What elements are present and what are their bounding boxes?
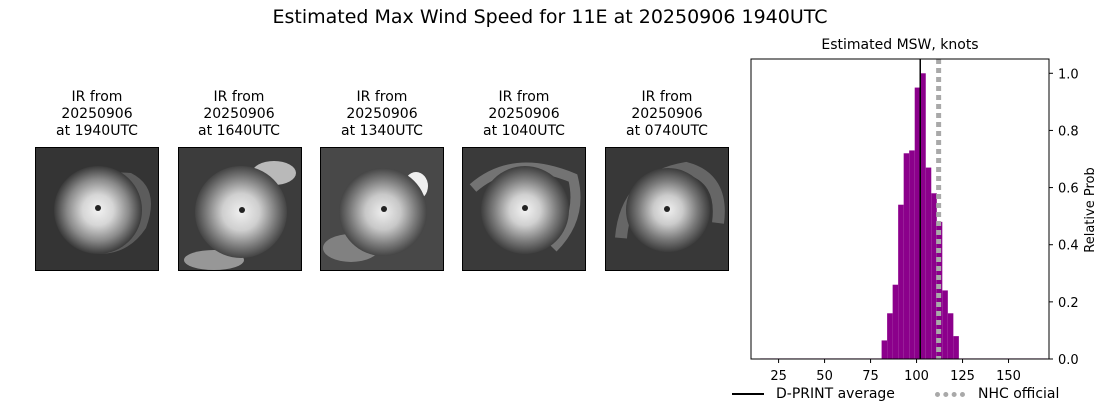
histogram-bar [881,340,888,359]
nhc-legend-label: NHC official [978,386,1060,402]
ir-title-date: 20250906 [346,106,418,122]
histogram-bar [892,284,899,359]
y-tick-label: 0.4 [1058,239,1079,254]
y-tick-label: 0.6 [1058,182,1079,197]
ir-title-time: at 1340UTC [341,123,423,139]
plot-frame [750,58,1050,360]
x-tick-label: 150 [996,369,1021,384]
page-title: Estimated Max Wind Speed for 11E at 2025… [272,6,828,28]
ir-title-line: IR from [213,89,265,105]
histogram-bar [898,204,904,359]
x-tick-label: 125 [950,369,975,384]
ir-title-line: IR from [71,89,123,105]
histogram-bar [936,221,943,359]
x-tick-label: 25 [770,369,787,384]
ir-title-time: at 1640UTC [198,123,280,139]
x-tick-label: 75 [862,369,879,384]
ir-title-line: IR from [498,89,550,105]
y-tick-label: 0.0 [1058,353,1079,368]
ir-title-date: 20250906 [488,106,560,122]
legend-dprint: D-PRINT average [732,386,895,402]
histogram-bar [953,336,959,359]
histogram-bar [909,150,915,359]
y-tick-label: 1.0 [1058,67,1079,82]
histogram-bar [925,167,932,359]
ir-panel-title: IR from 20250906 at 1640UTC [164,89,314,140]
nhc-legend-swatch [935,391,965,397]
histogram-bar [920,73,926,360]
dprint-legend-swatch [732,393,764,395]
ir-title-time: at 0740UTC [626,123,708,139]
ir-title-date: 20250906 [61,106,133,122]
chart-title: Estimated MSW, knots [821,37,978,53]
y-axis-label: Relative Prob [1083,167,1098,252]
y-axis-ticks: 0.0 0.2 0.4 0.6 0.8 1.0 [1049,67,1079,368]
histogram-bars [760,73,1048,360]
histogram-bar [931,193,937,359]
histogram-bar [903,153,910,359]
ir-title-line: IR from [641,89,693,105]
x-tick-label: 100 [904,369,929,384]
ir-satellite-image [462,147,586,271]
ir-title-time: at 1940UTC [56,123,138,139]
ir-title-line: IR from [356,89,408,105]
ir-panel-title: IR from 20250906 at 0740UTC [592,89,742,140]
ir-panel-title: IR from 20250906 at 1040UTC [449,89,599,140]
histogram-bar [914,87,921,360]
ir-satellite-image [178,147,302,271]
y-tick-label: 0.2 [1058,296,1079,311]
ir-panel-title: IR from 20250906 at 1940UTC [22,89,172,140]
histogram-bar [887,313,893,359]
histogram-bar [947,313,954,359]
x-axis-ticks: 25 50 75 100 125 150 [770,359,1021,384]
ir-title-date: 20250906 [631,106,703,122]
x-tick-label: 50 [816,369,833,384]
ir-title-date: 20250906 [203,106,275,122]
ir-title-time: at 1040UTC [483,123,565,139]
ir-satellite-image [35,147,159,271]
y-tick-label: 0.8 [1058,124,1079,139]
ir-satellite-image [605,147,729,271]
ir-panel-title: IR from 20250906 at 1340UTC [307,89,457,140]
histogram-bar [942,290,948,359]
ir-satellite-image [320,147,444,271]
dprint-legend-label: D-PRINT average [776,386,895,402]
legend-nhc: NHC official [935,386,1059,402]
